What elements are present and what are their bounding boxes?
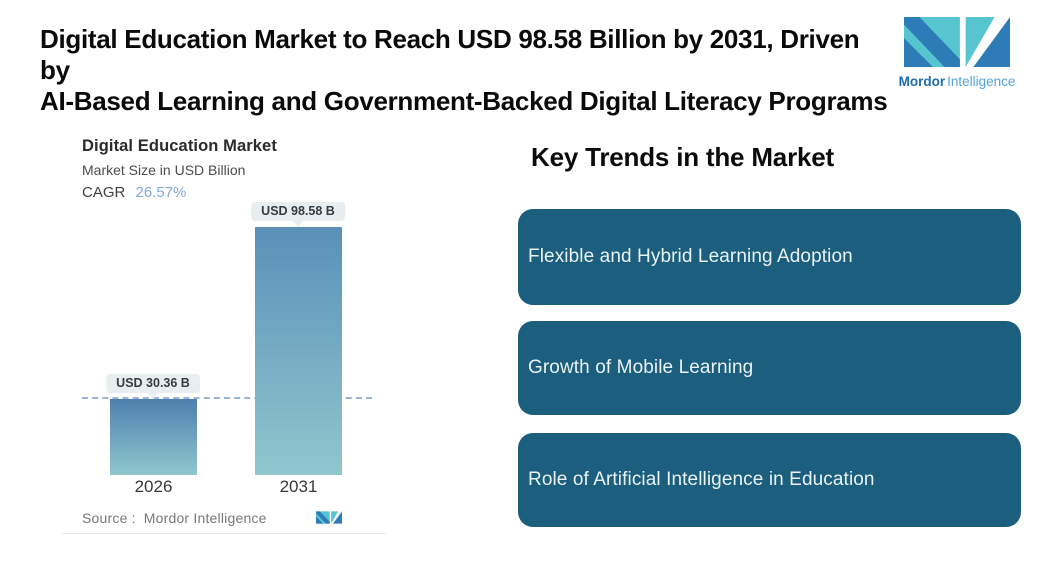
reference-dashed-line xyxy=(82,397,372,399)
mordor-intelligence-logo-icon xyxy=(897,16,1017,68)
data-label-2031: USD 98.58 B xyxy=(251,202,345,221)
trend-card-flexible-hybrid-learning: Flexible and Hybrid Learning Adoption xyxy=(518,209,1021,305)
mordor-mini-logo-icon xyxy=(316,511,342,529)
chart-bottom-divider xyxy=(62,533,386,534)
page-title: Digital Education Market to Reach USD 98… xyxy=(40,24,892,117)
brand-wordmark: Mordor Intelligence xyxy=(897,74,1017,89)
trend-card-mobile-learning: Growth of Mobile Learning xyxy=(518,321,1021,415)
trend-card-label: Role of Artificial Intelligence in Educa… xyxy=(528,469,875,490)
brand-wordmark-bold: Mordor xyxy=(898,74,946,89)
brand-logo: Mordor Intelligence xyxy=(897,16,1017,89)
bar-2031 xyxy=(255,227,342,475)
source-value: Mordor Intelligence xyxy=(143,510,267,526)
bar-2026 xyxy=(110,399,197,475)
trends-heading: Key Trends in the Market xyxy=(531,142,834,172)
data-label-2026: USD 30.36 B xyxy=(106,374,200,393)
chart-title: Digital Education Market xyxy=(82,137,277,155)
axis-label-2031: 2031 xyxy=(279,477,318,496)
cagr-value: 26.57% xyxy=(135,184,187,201)
cagr-label: CAGR xyxy=(82,184,126,201)
source-label: Source : xyxy=(82,510,136,526)
page-title-line-1: Digital Education Market to Reach USD 98… xyxy=(40,24,860,85)
chart-cagr: CAGR 26.57% xyxy=(82,184,186,201)
chart-subtitle: Market Size in USD Billion xyxy=(82,162,246,178)
axis-label-2026: 2026 xyxy=(134,477,173,496)
chart-source: Source : Mordor Intelligence xyxy=(82,510,267,526)
page-title-line-2: AI-Based Learning and Government-Backed … xyxy=(40,86,888,116)
trend-card-label: Flexible and Hybrid Learning Adoption xyxy=(528,246,853,267)
brand-wordmark-light: Intelligence xyxy=(947,74,1016,89)
trend-card-ai-in-education: Role of Artificial Intelligence in Educa… xyxy=(518,433,1021,527)
trend-card-label: Growth of Mobile Learning xyxy=(528,357,754,378)
